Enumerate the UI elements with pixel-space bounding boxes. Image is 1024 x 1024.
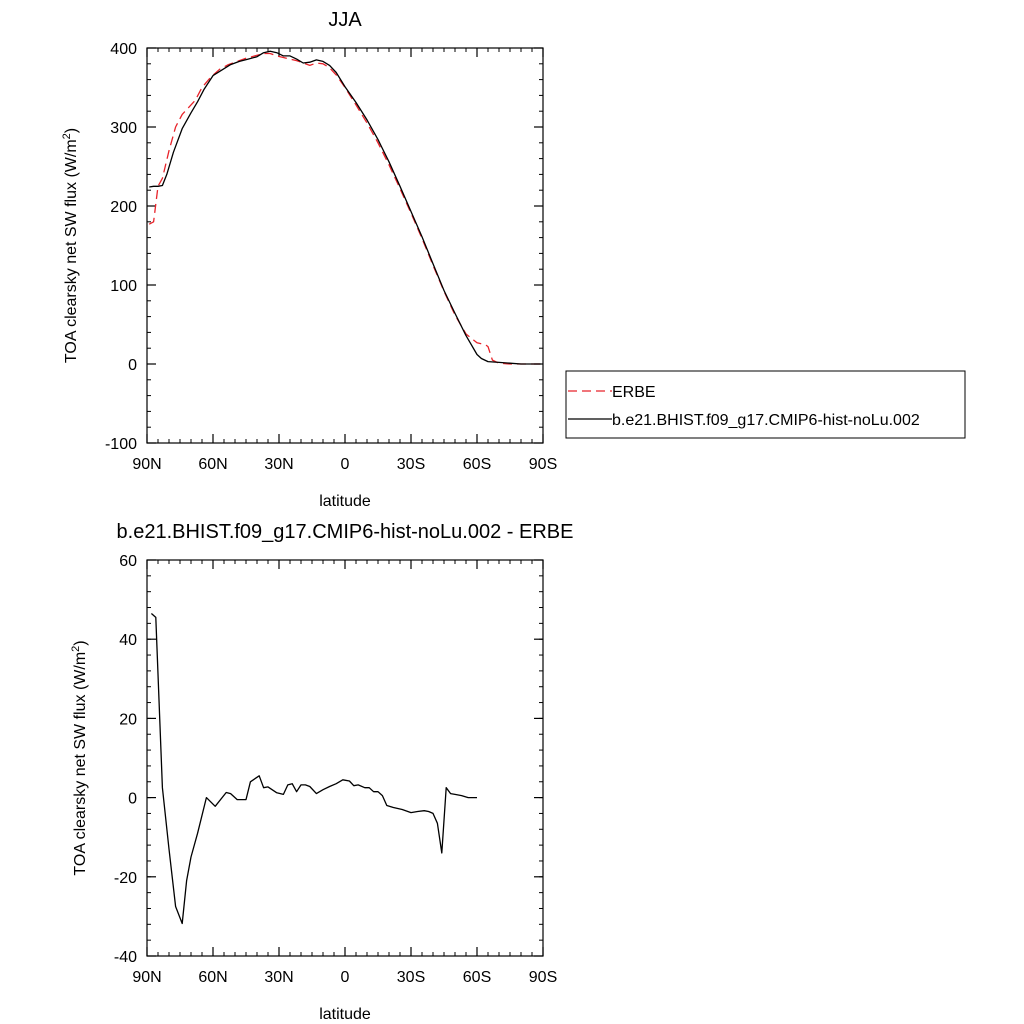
y-axis-label-tail: )	[72, 640, 89, 645]
plot-frame	[146, 559, 544, 957]
series-line-model	[149, 50, 541, 365]
y-axis-label: TOA clearsky net SW flux (W/m2)	[70, 640, 89, 875]
y-tick-label: -100	[105, 436, 137, 453]
y-tick-label: 40	[119, 632, 137, 649]
y-axis-label-main: TOA clearsky net SW flux (W/m	[63, 139, 80, 363]
x-tick-label: 60S	[463, 969, 491, 986]
y-tick-label: -20	[114, 870, 137, 887]
x-tick-label: 30S	[397, 456, 425, 473]
y-tick-label: 400	[110, 41, 137, 58]
y-tick-label: 60	[119, 553, 137, 570]
y-tick-label: 20	[119, 711, 137, 728]
y-axis-label-tail: )	[63, 128, 80, 133]
x-tick-label: 0	[341, 456, 350, 473]
y-axis-label-main: TOA clearsky net SW flux (W/m	[72, 652, 89, 876]
y-tick-label: 100	[110, 278, 137, 295]
y-tick-label: 300	[110, 120, 137, 137]
x-tick-label: 60N	[198, 456, 227, 473]
chart-title: b.e21.BHIST.f09_g17.CMIP6-hist-noLu.002 …	[117, 521, 574, 543]
x-tick-label: 90S	[529, 969, 557, 986]
legend: ERBE b.e21.BHIST.f09_g17.CMIP6-hist-noLu.…	[565, 370, 966, 439]
x-tick-label: 90N	[132, 456, 161, 473]
plot-frame	[146, 47, 544, 444]
series-line-erbe	[148, 52, 541, 365]
y-axis-label-superscript: 2	[70, 646, 82, 652]
x-tick-label: 60S	[463, 456, 491, 473]
x-axis-label: latitude	[319, 493, 371, 510]
x-axis-label: latitude	[319, 1006, 371, 1023]
chart-title: JJA	[328, 9, 362, 31]
legend-box	[565, 370, 966, 439]
x-tick-label: 0	[341, 969, 350, 986]
chart-bottom-difference: b.e21.BHIST.f09_g17.CMIP6-hist-noLu.002 …	[70, 521, 573, 1023]
series-line-difference	[150, 613, 477, 925]
y-tick-label: 0	[128, 357, 137, 374]
y-tick-label: 0	[128, 791, 137, 808]
x-tick-label: 90N	[132, 969, 161, 986]
x-tick-label: 30N	[264, 456, 293, 473]
chart-top-jja: JJA 90N 60N 30N 0 30S 60S 90S -100 0 100 200 300 400 l…	[61, 9, 557, 510]
y-tick-label: 200	[110, 199, 137, 216]
y-axis-label: TOA clearsky net SW flux (W/m2)	[61, 128, 80, 363]
x-tick-label: 30S	[397, 969, 425, 986]
y-axis-label-superscript: 2	[61, 133, 73, 139]
legend-label-erbe: ERBE	[612, 384, 656, 401]
legend-label-model: b.e21.BHIST.f09_g17.CMIP6-hist-noLu.002	[612, 412, 920, 429]
x-tick-label: 60N	[198, 969, 227, 986]
x-tick-label: 90S	[529, 456, 557, 473]
y-tick-label: -40	[114, 949, 137, 966]
x-tick-label: 30N	[264, 969, 293, 986]
